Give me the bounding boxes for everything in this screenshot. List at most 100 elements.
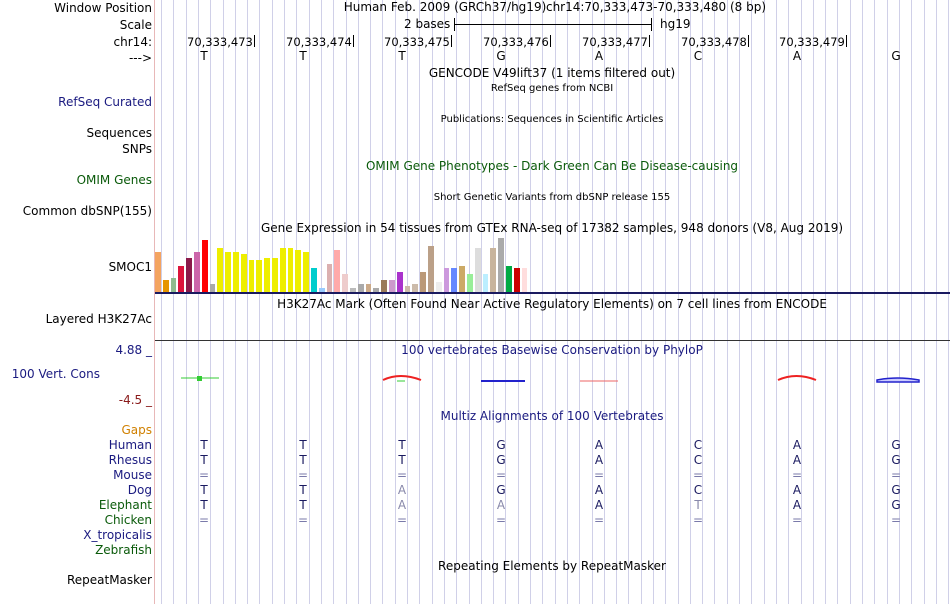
gtex-tissue-bar[interactable] xyxy=(318,288,325,292)
gtex-tissue-bar[interactable] xyxy=(373,288,380,292)
gridline xyxy=(456,0,457,604)
label-xtrop[interactable]: X_tropicalis xyxy=(83,528,152,542)
gridline xyxy=(333,0,334,604)
alignment-base-rhesus: A xyxy=(594,453,604,467)
gtex-tissue-bar[interactable] xyxy=(506,266,512,292)
gtex-tissue-bar[interactable] xyxy=(194,252,200,292)
ruler-position-label: 70,333,478 xyxy=(681,35,747,49)
gtex-tissue-bar[interactable] xyxy=(256,260,263,292)
gtex-tissue-bar[interactable] xyxy=(225,252,231,292)
phylop-base-3 xyxy=(382,375,422,381)
gridline xyxy=(419,0,420,604)
gtex-tissue-bar[interactable] xyxy=(357,284,364,292)
scale-bar-left-cap xyxy=(454,18,455,31)
gtex-tissue-bar[interactable] xyxy=(381,280,387,292)
label-zebrafish[interactable]: Zebrafish xyxy=(95,543,152,557)
alignment-base-chicken: = xyxy=(396,513,408,527)
label-cons[interactable]: 100 Vert. Cons xyxy=(11,367,100,381)
phylop-track[interactable] xyxy=(155,360,950,400)
gtex-tissue-bar[interactable] xyxy=(420,272,426,292)
alignment-base-mouse: = xyxy=(198,468,210,482)
label-human[interactable]: Human xyxy=(108,438,152,452)
gtex-tissue-bar[interactable] xyxy=(186,258,192,292)
gtex-tissue-bar[interactable] xyxy=(474,248,481,292)
gtex-tissue-bar[interactable] xyxy=(311,268,317,292)
gridline xyxy=(739,0,740,604)
gridline xyxy=(432,0,433,604)
gtex-tissue-bar[interactable] xyxy=(396,272,403,292)
phylop-base-8 xyxy=(876,377,920,383)
publications-track-title[interactable]: Publications: Sequences in Scientific Ar… xyxy=(440,114,664,125)
gridline xyxy=(911,0,912,604)
label-elephant[interactable]: Elephant xyxy=(98,498,152,512)
gtex-tissue-bar[interactable] xyxy=(295,250,302,292)
gtex-tissue-bar[interactable] xyxy=(217,248,224,292)
gridline xyxy=(801,0,802,604)
label-sequences[interactable]: Sequences xyxy=(86,126,152,140)
label-snps[interactable]: SNPs xyxy=(122,142,152,156)
alignment-base-rhesus: G xyxy=(496,453,506,467)
label-dog[interactable]: Dog xyxy=(127,483,152,497)
gencode-track-title[interactable]: GENCODE V49lift37 (1 items filtered out) xyxy=(428,66,676,80)
alignment-base-elephant: T xyxy=(299,498,307,512)
gtex-tissue-bar[interactable] xyxy=(287,248,294,292)
gtex-tissue-bar[interactable] xyxy=(428,246,434,292)
label-smoc1[interactable]: SMOC1 xyxy=(108,260,152,274)
label-repeatmasker[interactable]: RepeatMasker xyxy=(66,573,152,587)
gtex-tissue-bar[interactable] xyxy=(412,284,419,292)
gtex-tissue-bar[interactable] xyxy=(435,282,442,292)
gtex-tissue-bar[interactable] xyxy=(303,252,309,292)
gtex-tissue-bar[interactable] xyxy=(201,240,208,292)
gtex-tissue-bar[interactable] xyxy=(451,268,458,292)
label-omim[interactable]: OMIM Genes xyxy=(76,173,152,187)
label-rhesus[interactable]: Rhesus xyxy=(108,453,152,467)
gtex-tissue-bar[interactable] xyxy=(350,288,356,292)
phylop-track-title[interactable]: 100 vertebrates Basewise Conservation by… xyxy=(401,343,703,357)
refseq-track-title[interactable]: RefSeq genes from NCBI xyxy=(490,83,614,94)
gridline xyxy=(247,0,248,604)
gtex-track-title[interactable]: Gene Expression in 54 tissues from GTEx … xyxy=(260,221,844,235)
gtex-tissue-bar[interactable] xyxy=(342,274,348,292)
label-refseq[interactable]: RefSeq Curated xyxy=(58,95,152,109)
gtex-tissue-bar[interactable] xyxy=(334,250,341,292)
gridline xyxy=(592,0,593,604)
alignment-base-dog: A xyxy=(792,483,802,497)
gtex-tissue-bar[interactable] xyxy=(467,274,473,292)
gtex-tissue-bar[interactable] xyxy=(279,248,286,292)
gtex-tissue-bar[interactable] xyxy=(170,278,177,292)
gtex-bar-chart[interactable] xyxy=(155,236,950,292)
gtex-tissue-bar[interactable] xyxy=(178,266,185,292)
gtex-tissue-bar[interactable] xyxy=(365,284,372,292)
label-h3k27ac[interactable]: Layered H3K27Ac xyxy=(45,312,152,326)
gtex-tissue-bar[interactable] xyxy=(240,254,247,292)
gtex-tissue-bar[interactable] xyxy=(513,268,520,292)
gtex-tissue-bar[interactable] xyxy=(443,268,450,292)
gridline xyxy=(481,0,482,604)
omim-track-title[interactable]: OMIM Gene Phenotypes - Dark Green Can Be… xyxy=(365,159,739,173)
gtex-tissue-bar[interactable] xyxy=(209,284,216,292)
gtex-tissue-bar[interactable] xyxy=(264,258,270,292)
multiz-track-title[interactable]: Multiz Alignments of 100 Vertebrates xyxy=(440,409,664,423)
h3k27ac-track-title[interactable]: H3K27Ac Mark (Often Found Near Active Re… xyxy=(277,297,827,311)
gtex-tissue-bar[interactable] xyxy=(248,260,255,292)
gtex-tissue-bar[interactable] xyxy=(162,280,169,292)
gtex-tissue-bar[interactable] xyxy=(272,258,278,292)
gtex-tissue-bar[interactable] xyxy=(326,264,333,292)
gtex-tissue-bar[interactable] xyxy=(389,280,395,292)
gridline xyxy=(284,0,285,604)
label-chicken[interactable]: Chicken xyxy=(104,513,152,527)
gtex-tissue-bar[interactable] xyxy=(404,286,411,292)
gridline xyxy=(382,0,383,604)
dbsnp-track-title[interactable]: Short Genetic Variants from dbSNP releas… xyxy=(433,192,671,203)
label-dbsnp[interactable]: Common dbSNP(155) xyxy=(22,204,152,218)
gtex-tissue-bar[interactable] xyxy=(498,238,504,292)
gtex-tissue-bar[interactable] xyxy=(482,274,489,292)
gtex-tissue-bar[interactable] xyxy=(521,268,528,292)
gtex-tissue-bar[interactable] xyxy=(233,252,239,292)
gtex-tissue-bar[interactable] xyxy=(490,248,497,292)
label-mouse[interactable]: Mouse xyxy=(113,468,152,482)
reference-base: C xyxy=(693,49,703,63)
gtex-tissue-bar[interactable] xyxy=(155,252,161,292)
repeatmasker-track-title[interactable]: Repeating Elements by RepeatMasker xyxy=(438,559,666,573)
gtex-tissue-bar[interactable] xyxy=(459,266,465,292)
